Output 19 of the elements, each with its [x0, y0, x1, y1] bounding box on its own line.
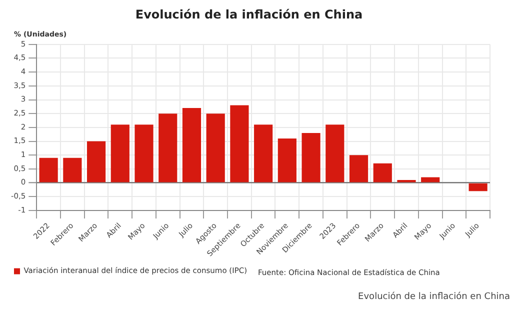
bar	[134, 124, 154, 182]
chart-title: Evolución de la inflación en China	[135, 7, 363, 22]
bar	[468, 183, 488, 192]
bar	[230, 105, 249, 182]
bar	[158, 114, 178, 182]
bar	[373, 163, 392, 182]
bar	[63, 158, 82, 182]
bar	[278, 138, 296, 182]
bar	[302, 132, 320, 182]
text: Evolución de la inflación en China	[358, 292, 510, 302]
bar	[349, 155, 368, 182]
bar	[86, 141, 106, 182]
bar	[326, 124, 344, 182]
bar	[206, 114, 225, 182]
bar	[421, 177, 440, 182]
bar	[39, 158, 58, 182]
bar	[254, 124, 273, 182]
bar	[110, 124, 130, 182]
bar	[182, 108, 202, 182]
